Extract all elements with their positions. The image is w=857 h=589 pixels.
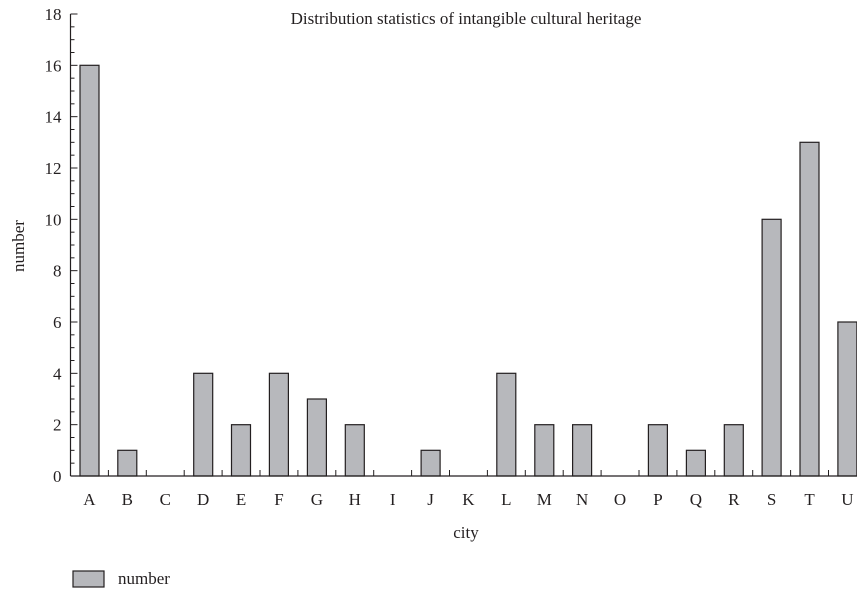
y-tick-label: 0: [53, 467, 62, 486]
x-tick-label: E: [236, 490, 246, 509]
x-tick-label: Q: [690, 490, 702, 509]
y-tick-label: 14: [45, 108, 63, 127]
bar-L: [496, 372, 517, 477]
plot-area: 0 2 4 6 8 10 12 14 16 18 A B C D E F G H I J K L M N O P Q R S T U: [45, 5, 857, 509]
bar-A: [79, 64, 100, 477]
bar-B: [117, 449, 138, 477]
bar-S: [761, 218, 782, 477]
x-tick-label: F: [274, 490, 283, 509]
y-tick-label: 4: [53, 364, 62, 383]
legend-swatch: [72, 570, 105, 588]
x-tick-label: R: [728, 490, 740, 509]
bar-H: [344, 424, 365, 477]
bar-J: [420, 449, 441, 477]
bar-N: [571, 424, 593, 477]
x-tick-label: N: [576, 490, 588, 509]
bar-R: [723, 424, 744, 477]
bar-U: [837, 321, 857, 477]
x-tick-label: C: [160, 490, 171, 509]
bar-F: [268, 372, 289, 477]
chart-title: Distribution statistics of intangible cu…: [291, 9, 642, 28]
x-tick-label: O: [614, 490, 626, 509]
x-tick-label: K: [462, 490, 475, 509]
y-axis-title: number: [9, 220, 28, 272]
bar-G: [306, 398, 327, 477]
bar-T: [799, 141, 820, 477]
x-tick-label: D: [197, 490, 209, 509]
x-tick-label: P: [653, 490, 662, 509]
x-tick-label: T: [804, 490, 815, 509]
legend-label: number: [118, 569, 170, 588]
y-tick-label: 10: [45, 210, 62, 229]
y-tick-label: 2: [53, 416, 62, 435]
y-tick-label: 6: [53, 313, 62, 332]
x-axis-title: city: [453, 523, 479, 542]
x-tick-label: U: [841, 490, 853, 509]
bar-Q: [685, 449, 707, 477]
y-tick-label: 12: [45, 159, 62, 178]
legend: number: [72, 569, 170, 588]
bar-M: [534, 424, 555, 477]
x-tick-label: L: [501, 490, 511, 509]
x-tick-label: J: [427, 490, 434, 509]
bar-E: [230, 424, 252, 477]
y-tick-label: 18: [45, 5, 62, 24]
x-tick-label: G: [311, 490, 323, 509]
bar-P: [647, 424, 669, 477]
x-tick-label: A: [83, 490, 96, 509]
y-tick-label: 8: [53, 262, 62, 281]
y-tick-label: 16: [45, 56, 62, 75]
x-tick-label: B: [122, 490, 133, 509]
x-tick-label: S: [767, 490, 776, 509]
x-tick-label: I: [390, 490, 396, 509]
x-tick-label: M: [537, 490, 552, 509]
x-tick-label: H: [349, 490, 361, 509]
bar-D: [193, 372, 214, 477]
